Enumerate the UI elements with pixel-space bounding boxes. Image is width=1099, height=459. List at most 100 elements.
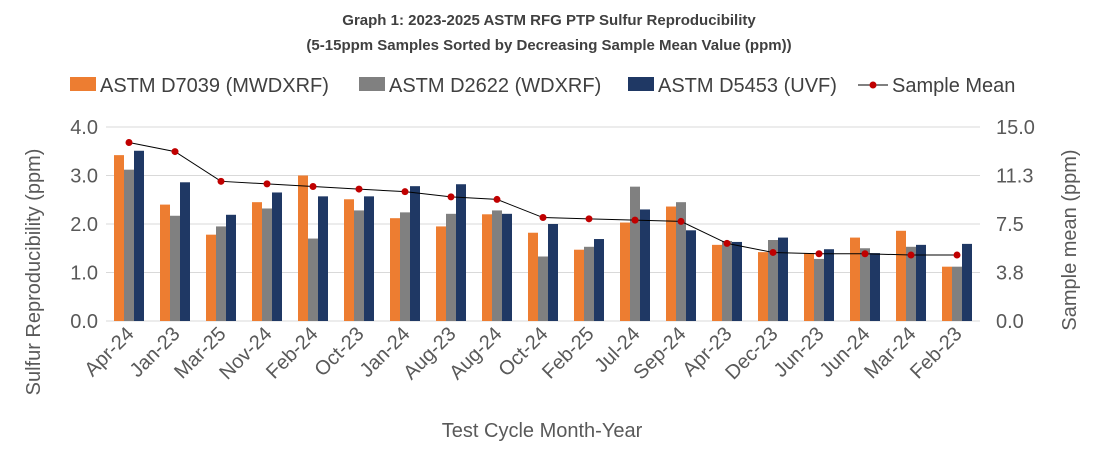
y-tick-label: 1.0 (70, 263, 98, 285)
bar (446, 213, 456, 321)
y-axis-right-ticks: 0.0 3.8 7.5 11.3 15.0 (996, 117, 1035, 333)
bar (574, 249, 584, 321)
legend-swatch (359, 77, 385, 91)
y-tick-label: 0.0 (70, 311, 98, 333)
data-point (493, 195, 501, 203)
bar (804, 253, 814, 321)
bar (492, 210, 502, 321)
y-axis-left-ticks: 0.0 1.0 2.0 3.0 4.0 (70, 117, 98, 333)
data-point (861, 250, 869, 258)
bar (272, 192, 282, 321)
y-tick-label: 2.0 (70, 214, 98, 236)
bar (870, 253, 880, 321)
bar (584, 246, 594, 321)
bar (160, 204, 170, 321)
y2-tick-label: 7.5 (996, 214, 1024, 236)
data-point (355, 185, 363, 193)
bar (548, 224, 558, 321)
bar (528, 232, 538, 321)
x-tick-label: Sep-24 (629, 323, 690, 384)
data-point (585, 215, 593, 223)
legend: ASTM D7039 (MWDXRF) ASTM D2622 (WDXRF) AST… (70, 75, 1015, 97)
bar (344, 199, 354, 321)
bar (538, 256, 548, 321)
bar (364, 196, 374, 321)
bar (906, 246, 916, 321)
bar (732, 241, 742, 321)
y2-tick-label: 3.8 (996, 263, 1024, 285)
bar (262, 208, 272, 321)
bar (916, 244, 926, 321)
data-point (907, 251, 915, 259)
data-point (815, 250, 823, 258)
bar (686, 230, 696, 321)
y-axis-title: Sulfur Reproducibility (ppm) (23, 149, 45, 396)
x-tick-label: Oct-23 (311, 323, 369, 381)
bar (318, 196, 328, 321)
legend-swatch (628, 77, 654, 91)
bar (860, 248, 870, 321)
data-point (217, 177, 225, 185)
bar (400, 212, 410, 321)
bar (952, 266, 962, 321)
bar (216, 226, 226, 321)
bar (354, 210, 364, 321)
bar (758, 252, 768, 321)
data-point (723, 239, 731, 247)
legend-swatch (70, 77, 96, 91)
data-point (309, 182, 317, 190)
bar (124, 169, 134, 321)
x-tick-label: Feb-25 (538, 323, 598, 383)
y2-tick-label: 15.0 (996, 117, 1035, 139)
bar (298, 175, 308, 321)
bar (962, 243, 972, 321)
bar (252, 202, 262, 321)
data-point (677, 217, 685, 225)
legend-label: ASTM D2622 (WDXRF) (389, 75, 601, 97)
x-tick-label: Jun-23 (770, 323, 829, 382)
bar (640, 209, 650, 321)
sample-mean-line (125, 139, 961, 259)
bar (768, 240, 778, 321)
bar (114, 155, 124, 321)
data-point (769, 248, 777, 256)
bar (814, 258, 824, 321)
bar (778, 237, 788, 321)
x-tick-label: Aug-24 (445, 323, 506, 384)
bar (410, 186, 420, 321)
bar (482, 214, 492, 321)
bar (308, 238, 318, 321)
bar (502, 213, 512, 321)
data-point (125, 139, 133, 147)
data-point (631, 216, 639, 224)
bar (824, 249, 834, 321)
bar (666, 206, 676, 321)
bar (436, 226, 446, 321)
bar (226, 214, 236, 321)
data-point (447, 193, 455, 201)
bar (896, 230, 906, 321)
legend-label: ASTM D7039 (MWDXRF) (100, 75, 329, 97)
bar (630, 186, 640, 321)
x-tick-label: Feb-23 (906, 323, 966, 383)
bar (722, 240, 732, 321)
x-tick-label: Nov-24 (215, 323, 276, 384)
bar (134, 150, 144, 321)
chart-title: Graph 1: 2023-2025 ASTM RFG PTP Sulfur R… (342, 12, 756, 29)
bar (170, 215, 180, 321)
data-point (401, 188, 409, 196)
data-point (953, 251, 961, 259)
bar (180, 182, 190, 321)
y2-tick-label: 0.0 (996, 311, 1024, 333)
bar (942, 266, 952, 321)
bar (594, 239, 604, 321)
legend-marker (869, 81, 877, 89)
y-tick-label: 4.0 (70, 117, 98, 139)
bar (620, 222, 630, 321)
bar (850, 237, 860, 321)
chart-subtitle: (5-15ppm Samples Sorted by Decreasing Sa… (306, 37, 791, 54)
legend-label: ASTM D5453 (UVF) (658, 75, 837, 97)
bar (206, 234, 216, 321)
y-tick-label: 3.0 (70, 166, 98, 188)
